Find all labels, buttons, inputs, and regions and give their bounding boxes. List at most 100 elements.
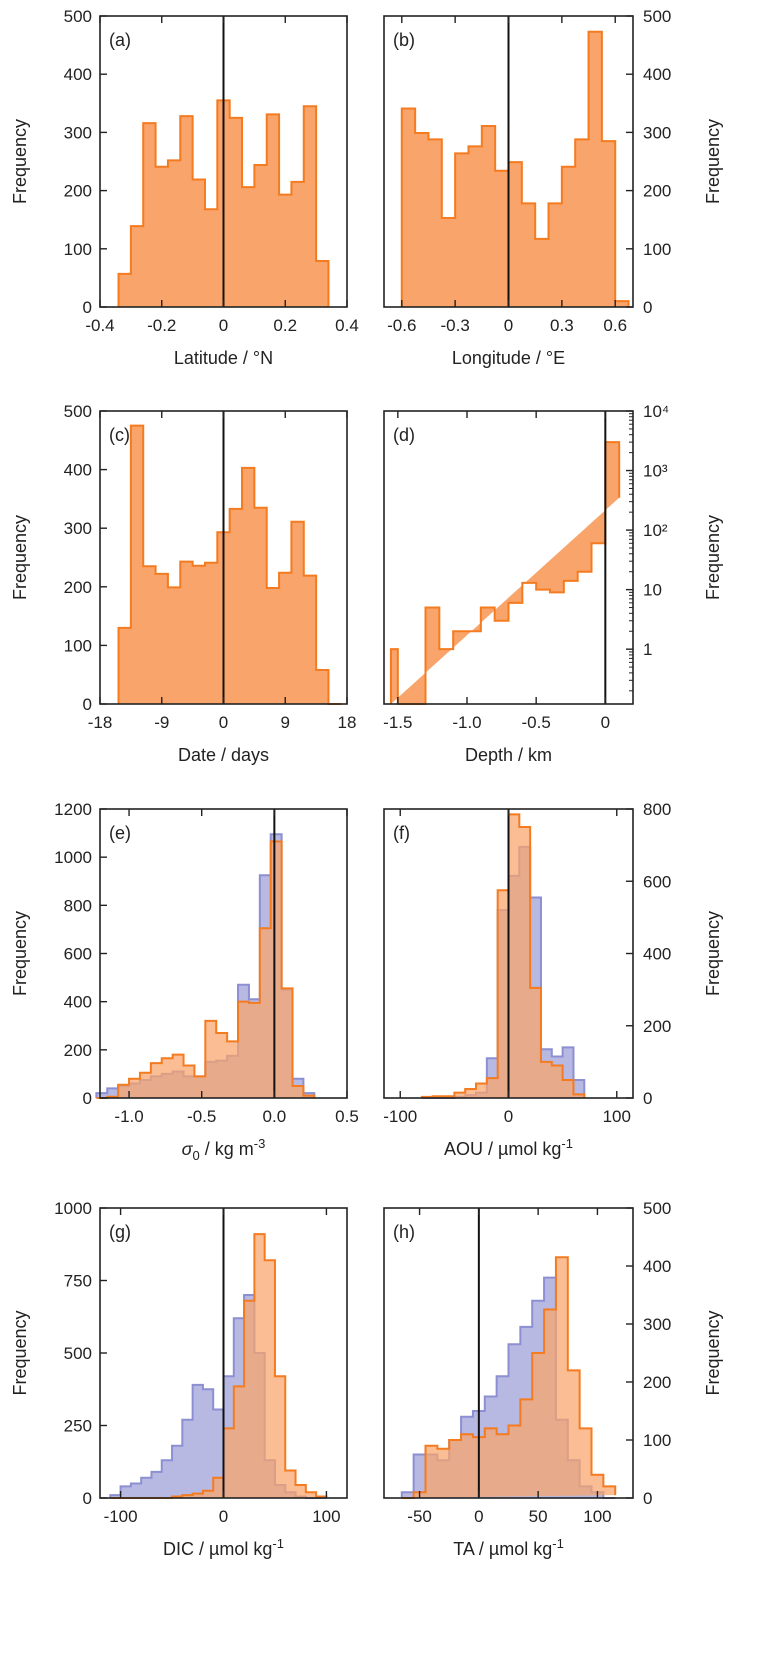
panel-f: -100 0 100 0 200 400 600 800 (f) AOU / µmol kg-1 F… — [383, 800, 723, 1159]
y-tick-label: 600 — [64, 945, 92, 964]
x-tick-label: 0.5 — [335, 1107, 359, 1126]
x-tick-label: -100 — [104, 1507, 138, 1526]
x-tick-label: 0.6 — [603, 316, 627, 335]
x-axis-label: AOU / µmol kg-1 — [444, 1136, 573, 1159]
y-tick-label: 0 — [83, 1089, 92, 1108]
x-axis-label: Longitude / °E — [452, 348, 565, 368]
x-tick-label: 0 — [474, 1507, 483, 1526]
y-tick-label: 500 — [64, 402, 92, 421]
plot-frame — [383, 410, 634, 705]
x-tick-label: -18 — [88, 713, 113, 732]
y-tick-label: 500 — [643, 7, 671, 26]
panel-label: (e) — [109, 823, 131, 843]
panel-label: (g) — [109, 1222, 131, 1242]
panel-a: -0.4 -0.2 0 0.2 0.4 0 100 200 300 400 500 (a) Latitu… — [10, 7, 359, 368]
y-axis-label: Frequency — [703, 515, 723, 600]
y-tick-label: 0 — [643, 1089, 652, 1108]
plot-frame — [383, 1207, 634, 1499]
y-tick-label: 300 — [64, 123, 92, 142]
x-axis-label: σ0 / kg m-3 — [182, 1136, 266, 1163]
x-tick-label: -0.3 — [440, 316, 469, 335]
histogram-fill-series-2 — [401, 1257, 616, 1498]
y-tick-label: 500 — [64, 7, 92, 26]
y-tick-label: 400 — [64, 461, 92, 480]
y-tick-label: 200 — [643, 182, 671, 201]
histogram-fill-series-1 — [401, 31, 629, 308]
x-tick-label: -9 — [154, 713, 169, 732]
x-tick-label: -0.5 — [522, 713, 551, 732]
x-tick-label: 9 — [281, 713, 290, 732]
y-tick-label: 600 — [643, 872, 671, 891]
panel-label: (d) — [393, 425, 415, 445]
x-axis-label: Latitude / °N — [174, 348, 273, 368]
y-tick-label: 250 — [64, 1417, 92, 1436]
y-tick-label: 400 — [643, 945, 671, 964]
y-tick-label: 800 — [64, 896, 92, 915]
x-tick-label: -0.5 — [187, 1107, 216, 1126]
x-axis-label: Depth / km — [465, 745, 552, 765]
y-tick-label: 10 — [643, 581, 662, 600]
x-tick-label: 100 — [312, 1507, 340, 1526]
x-tick-label: -1.0 — [452, 713, 481, 732]
y-tick-label: 1200 — [54, 800, 92, 819]
y-tick-label: 1000 — [54, 848, 92, 867]
histogram-fill-series-2 — [421, 814, 585, 1098]
y-tick-label: 400 — [643, 65, 671, 84]
x-tick-label: -50 — [407, 1507, 432, 1526]
y-tick-label: 1 — [643, 640, 652, 659]
x-tick-label: 0 — [219, 713, 228, 732]
y-tick-label: 200 — [643, 1373, 671, 1392]
panel-label: (a) — [109, 30, 131, 50]
y-tick-label: 0 — [643, 1489, 652, 1508]
histogram-fill-series-1 — [118, 425, 341, 704]
y-tick-label: 300 — [64, 519, 92, 538]
histogram-fill-series-2 — [110, 1234, 327, 1498]
y-tick-label: 400 — [64, 65, 92, 84]
x-tick-label: 0.4 — [335, 316, 359, 335]
y-axis-label: Frequency — [703, 1310, 723, 1395]
x-tick-label: 0 — [504, 1107, 513, 1126]
y-axis-label: Frequency — [10, 911, 30, 996]
y-tick-label: 200 — [643, 1017, 671, 1036]
panel-h: -50 0 50 100 0 100 200 300 400 500 (h) TA / µmol kg… — [383, 1199, 723, 1559]
x-tick-label: 0 — [219, 316, 228, 335]
panel-c: -18 -9 0 9 18 0 100 200 300 400 500 (c) Date / days F… — [10, 402, 356, 765]
panel-b: -0.6 -0.3 0 0.3 0.6 0 100 200 300 400 500 (b) Longit… — [383, 7, 723, 368]
panel-label: (c) — [109, 425, 130, 445]
y-tick-label: 200 — [64, 182, 92, 201]
y-axis-label: Frequency — [10, 119, 30, 204]
y-tick-label: 400 — [643, 1257, 671, 1276]
y-tick-label: 500 — [643, 1199, 671, 1218]
y-tick-label: 200 — [64, 578, 92, 597]
y-axis-label: Frequency — [703, 119, 723, 204]
y-tick-label: 0 — [643, 298, 652, 317]
histogram-outline-series-1 — [389, 441, 621, 705]
x-tick-label: 0.0 — [263, 1107, 287, 1126]
histogram-fill-series-1 — [390, 442, 620, 704]
x-axis-label: DIC / µmol kg-1 — [163, 1536, 284, 1559]
y-tick-label: 800 — [643, 800, 671, 819]
x-tick-label: -1.0 — [114, 1107, 143, 1126]
y-tick-label: 100 — [643, 240, 671, 259]
y-tick-label: 400 — [64, 993, 92, 1012]
panel-d: -1.5 -1.0 -0.5 0 1 10 10² 10³ 10⁴ (d) Depth / km Fr… — [383, 402, 723, 765]
y-axis-label: Frequency — [10, 1310, 30, 1395]
x-tick-label: -100 — [383, 1107, 417, 1126]
x-tick-label: -0.2 — [147, 316, 176, 335]
panel-e: -1.0 -0.5 0.0 0.5 0 200 400 600 800 1000 1200 (e) σ0… — [10, 800, 359, 1163]
y-tick-label: 10² — [643, 521, 668, 540]
y-tick-label: 100 — [64, 636, 92, 655]
x-tick-label: 0.3 — [550, 316, 574, 335]
y-tick-label: 100 — [643, 1431, 671, 1450]
x-tick-label: -0.4 — [85, 316, 114, 335]
x-axis-label: Date / days — [178, 745, 269, 765]
y-tick-label: 300 — [643, 1315, 671, 1334]
y-tick-label: 100 — [64, 240, 92, 259]
y-axis-label: Frequency — [703, 911, 723, 996]
x-axis-label: TA / µmol kg-1 — [453, 1536, 564, 1559]
panel-label: (h) — [393, 1222, 415, 1242]
histogram-outline-series-2 — [96, 840, 316, 1099]
x-tick-label: 50 — [529, 1507, 548, 1526]
